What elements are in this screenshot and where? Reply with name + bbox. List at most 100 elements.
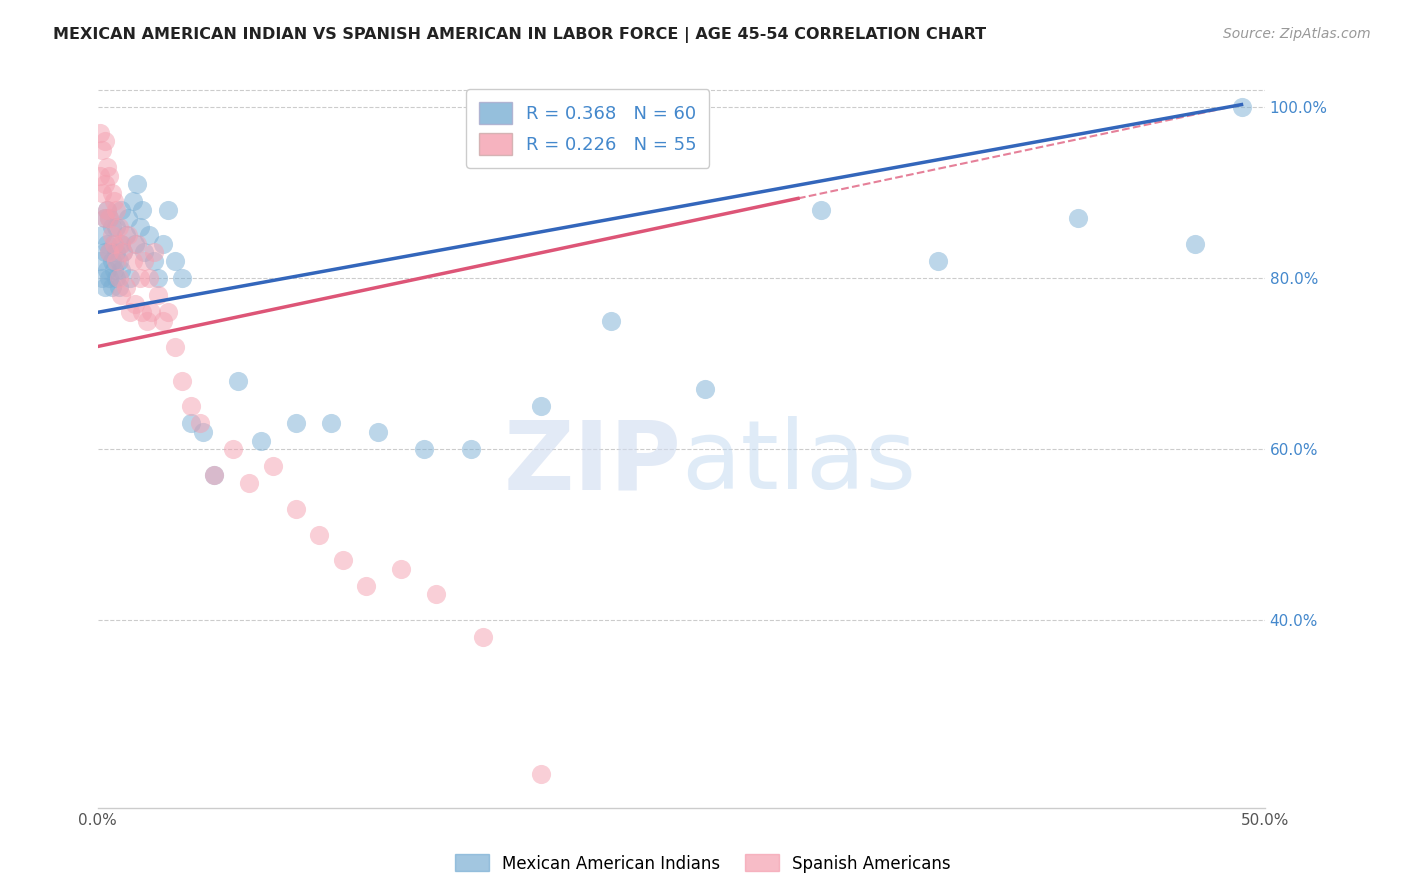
Point	[98, 271, 121, 285]
Point	[600, 314, 623, 328]
Point	[120, 271, 142, 285]
Point	[202, 467, 225, 482]
Point	[285, 417, 308, 431]
Point	[238, 476, 260, 491]
Point	[530, 400, 553, 414]
Point	[112, 245, 135, 260]
Point	[262, 459, 284, 474]
Point	[389, 562, 412, 576]
Point	[180, 417, 202, 431]
Text: ZIP: ZIP	[503, 416, 682, 509]
Point	[308, 527, 330, 541]
Point	[222, 442, 245, 456]
Point	[156, 202, 179, 217]
Point	[100, 186, 122, 200]
Point	[105, 254, 128, 268]
Point	[202, 467, 225, 482]
Point	[128, 271, 150, 285]
Legend: R = 0.368   N = 60, R = 0.226   N = 55: R = 0.368 N = 60, R = 0.226 N = 55	[467, 89, 709, 168]
Point	[96, 262, 118, 277]
Point	[1067, 211, 1090, 226]
Point	[250, 434, 273, 448]
Point	[107, 254, 129, 268]
Point	[319, 417, 342, 431]
Point	[128, 219, 150, 234]
Point	[148, 271, 170, 285]
Point	[471, 630, 494, 644]
Point	[93, 211, 115, 226]
Point	[135, 314, 157, 328]
Point	[105, 219, 128, 234]
Point	[100, 279, 122, 293]
Point	[134, 254, 156, 268]
Point	[332, 553, 354, 567]
Point	[107, 219, 129, 234]
Point	[148, 288, 170, 302]
Point	[163, 254, 186, 268]
Point	[103, 194, 125, 209]
Point	[110, 262, 132, 277]
Point	[98, 245, 121, 260]
Point	[530, 767, 553, 781]
Legend: Mexican American Indians, Spanish Americans: Mexican American Indians, Spanish Americ…	[449, 847, 957, 880]
Point	[91, 143, 114, 157]
Point	[460, 442, 482, 456]
Point	[121, 254, 143, 268]
Point	[100, 228, 122, 243]
Point	[110, 236, 132, 251]
Point	[103, 236, 125, 251]
Point	[170, 271, 193, 285]
Point	[105, 202, 128, 217]
Point	[110, 202, 132, 217]
Point	[131, 202, 153, 217]
Point	[693, 382, 716, 396]
Point	[367, 425, 389, 439]
Point	[134, 245, 156, 260]
Point	[285, 502, 308, 516]
Point	[142, 245, 165, 260]
Point	[110, 288, 132, 302]
Point	[96, 202, 118, 217]
Point	[96, 236, 118, 251]
Point	[98, 211, 121, 226]
Point	[163, 339, 186, 353]
Point	[105, 245, 128, 260]
Point	[127, 236, 149, 251]
Text: Source: ZipAtlas.com: Source: ZipAtlas.com	[1223, 27, 1371, 41]
Point	[100, 254, 122, 268]
Point	[117, 211, 139, 226]
Point	[152, 236, 174, 251]
Point	[93, 177, 115, 191]
Point	[89, 254, 111, 268]
Point	[120, 305, 142, 319]
Point	[107, 279, 129, 293]
Text: MEXICAN AMERICAN INDIAN VS SPANISH AMERICAN IN LABOR FORCE | AGE 45-54 CORRELATI: MEXICAN AMERICAN INDIAN VS SPANISH AMERI…	[53, 27, 987, 43]
Point	[156, 305, 179, 319]
Point	[98, 169, 121, 183]
Point	[810, 202, 832, 217]
Point	[170, 374, 193, 388]
Point	[91, 228, 114, 243]
Point	[124, 297, 146, 311]
Text: atlas: atlas	[682, 416, 917, 509]
Point	[93, 134, 115, 148]
Point	[425, 587, 447, 601]
Point	[354, 579, 377, 593]
Point	[190, 417, 212, 431]
Point	[98, 245, 121, 260]
Point	[191, 425, 214, 439]
Point	[138, 228, 160, 243]
Point	[110, 236, 132, 251]
Point	[127, 177, 149, 191]
Point	[1230, 100, 1253, 114]
Point	[93, 211, 115, 226]
Point	[100, 219, 122, 234]
Point	[114, 228, 136, 243]
Point	[98, 211, 121, 226]
Point	[121, 194, 143, 209]
Point	[124, 236, 146, 251]
Point	[89, 126, 111, 140]
Point	[103, 262, 125, 277]
Point	[89, 169, 111, 183]
Point	[93, 279, 115, 293]
